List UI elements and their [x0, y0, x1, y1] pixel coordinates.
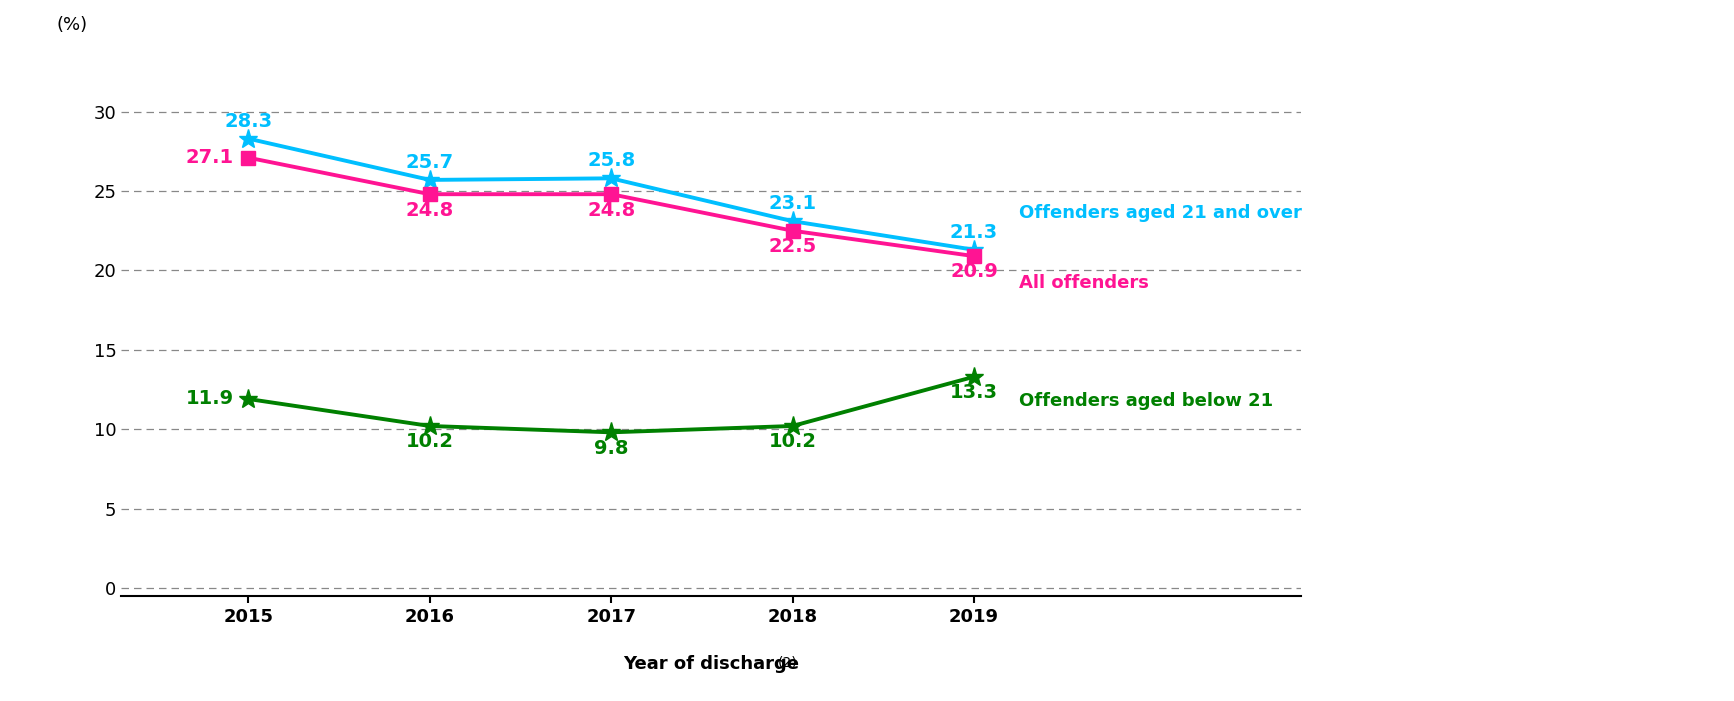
- Text: 25.7: 25.7: [406, 153, 454, 172]
- Text: Offenders aged 21 and over: Offenders aged 21 and over: [1020, 204, 1302, 222]
- Text: 28.3: 28.3: [224, 111, 272, 130]
- Text: 10.2: 10.2: [406, 433, 454, 451]
- Text: 9.8: 9.8: [595, 439, 628, 458]
- Text: (%): (%): [57, 17, 88, 34]
- Text: All offenders: All offenders: [1020, 274, 1150, 292]
- Text: 21.3: 21.3: [950, 223, 999, 242]
- Text: 13.3: 13.3: [950, 383, 999, 402]
- Text: 20.9: 20.9: [950, 262, 997, 282]
- Text: Offenders aged below 21: Offenders aged below 21: [1020, 392, 1273, 409]
- Text: 22.5: 22.5: [768, 237, 817, 256]
- Text: 10.2: 10.2: [768, 433, 817, 451]
- Text: 25.8: 25.8: [588, 151, 635, 170]
- Text: 24.8: 24.8: [588, 200, 635, 219]
- Text: 23.1: 23.1: [768, 194, 817, 213]
- Text: 27.1: 27.1: [186, 148, 234, 167]
- Text: 11.9: 11.9: [186, 390, 234, 409]
- Text: Year of discharge: Year of discharge: [623, 655, 799, 673]
- Text: 24.8: 24.8: [406, 200, 454, 219]
- Text: (2): (2): [779, 655, 798, 669]
